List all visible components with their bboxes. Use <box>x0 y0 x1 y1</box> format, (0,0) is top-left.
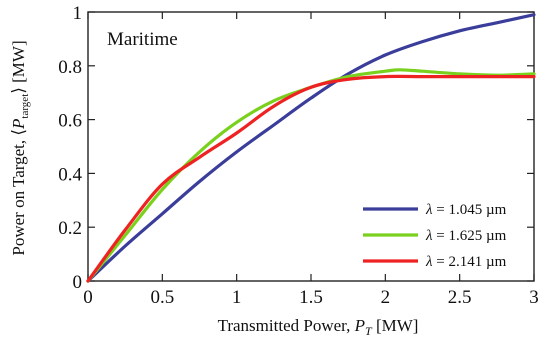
x-tick-label: 2 <box>381 287 391 308</box>
y-tick-label: 0.6 <box>58 111 82 132</box>
x-axis-label-sub: T <box>365 324 373 338</box>
x-tick-label: 0 <box>83 287 93 308</box>
y-tick-label: 0 <box>73 272 83 293</box>
y-axis-label-sub: target <box>19 94 31 119</box>
x-tick-label: 2.5 <box>448 287 472 308</box>
region-annotation: Maritime <box>107 29 178 50</box>
x-axis-label-suffix: [MW] <box>372 316 419 335</box>
x-tick-label: 0.5 <box>150 287 174 308</box>
x-axis-label-prefix: Transmitted Power, <box>218 316 355 335</box>
x-axis-label-var: P <box>354 316 365 335</box>
x-axis-label: Transmitted Power, PT [MW] <box>218 316 419 338</box>
y-axis-label: Power on Target, ⟨Ptarget⟩ [MW] <box>9 40 31 255</box>
x-tick-label: 3 <box>529 287 539 308</box>
y-tick-label: 0.8 <box>58 57 82 78</box>
series-line-2141 <box>86 74 536 283</box>
legend-label: λ = 1.625 µm <box>425 228 507 244</box>
series-lines <box>86 13 536 283</box>
legend-label: λ = 2.141 µm <box>425 254 507 270</box>
y-tick-label: 0.4 <box>58 164 82 185</box>
y-axis-label-suffix: ⟩ [MW] <box>9 40 28 93</box>
y-tick-label: 0.2 <box>58 218 82 239</box>
y-axis-label-prefix: Power on Target, ⟨ <box>9 129 28 256</box>
legend: λ = 1.045 µm λ = 1.625 µm λ = 2.141 µm <box>363 202 507 270</box>
y-tick-label: 1 <box>73 3 83 24</box>
y-axis-label-var: P <box>9 119 28 130</box>
legend-label: λ = 1.045 µm <box>425 202 507 218</box>
series-line-1625 <box>86 68 536 283</box>
tick-marks <box>87 11 535 282</box>
x-tick-label: 1.5 <box>299 287 323 308</box>
x-tick-label: 1 <box>232 287 242 308</box>
tick-labels: 0 0.5 1 1.5 2 2.5 3 0 0.2 0.4 0.6 0.8 1 <box>58 3 539 308</box>
series-line-1045 <box>86 13 536 283</box>
